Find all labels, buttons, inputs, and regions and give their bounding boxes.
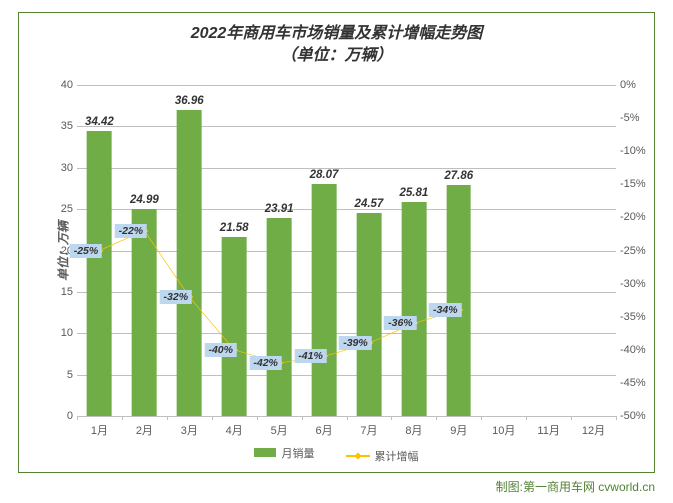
- bar-value-label: 28.07: [310, 169, 339, 184]
- bar: 34.42: [87, 131, 112, 416]
- bar: 23.91: [267, 218, 292, 416]
- chart-title: 2022年商用车市场销量及累计增幅走势图 （单位：万辆）: [19, 13, 654, 68]
- y1-tick-label: 30: [61, 162, 77, 174]
- bar-value-label: 21.58: [220, 222, 249, 237]
- y2-tick-label: -40%: [616, 344, 646, 356]
- x-tick: [122, 416, 123, 420]
- grid-line: [77, 251, 616, 252]
- bar: 27.86: [446, 185, 471, 416]
- grid-line: [77, 126, 616, 127]
- y2-tick-label: -15%: [616, 178, 646, 190]
- line-value-label: -32%: [160, 290, 193, 304]
- bar-value-label: 27.86: [444, 170, 473, 185]
- y1-tick-label: 25: [61, 203, 77, 215]
- legend-label-bars: 月销量: [281, 445, 314, 461]
- x-tick: [257, 416, 258, 420]
- x-tick: [77, 416, 78, 420]
- x-tick-label: 1月: [91, 416, 108, 438]
- title-line-2: （单位：万辆）: [280, 47, 392, 64]
- grid-line: [77, 168, 616, 169]
- bar: 25.81: [402, 202, 427, 416]
- legend-item-bars: 月销量: [254, 445, 314, 461]
- grid-line: [77, 209, 616, 210]
- line-value-label: -40%: [204, 343, 237, 357]
- y2-tick-label: -20%: [616, 211, 646, 223]
- bar: 24.57: [357, 213, 382, 416]
- line-value-label: -41%: [294, 349, 327, 363]
- x-tick-label: 3月: [181, 416, 198, 438]
- legend-swatch-bar: [254, 448, 276, 457]
- legend-item-line: 累计增幅: [346, 448, 419, 464]
- x-tick-label: 4月: [226, 416, 243, 438]
- bar-value-label: 34.42: [85, 116, 114, 131]
- x-tick: [616, 416, 617, 420]
- y1-tick-label: 5: [67, 369, 77, 381]
- x-tick-label: 7月: [360, 416, 377, 438]
- bar: 36.96: [177, 110, 202, 416]
- y2-tick-label: -45%: [616, 377, 646, 389]
- title-line-1: 2022年商用车市场销量及累计增幅走势图: [191, 25, 483, 42]
- x-tick-label: 8月: [405, 416, 422, 438]
- y2-tick-label: -30%: [616, 278, 646, 290]
- plot-area: 单位：万辆 0510152025303540-50%-45%-40%-35%-3…: [77, 85, 616, 416]
- bar: 28.07: [312, 184, 337, 416]
- bar-value-label: 25.81: [399, 187, 428, 202]
- y2-tick-label: -50%: [616, 410, 646, 422]
- bar-value-label: 24.99: [130, 194, 159, 209]
- x-tick: [526, 416, 527, 420]
- line-value-label: -34%: [429, 303, 462, 317]
- x-tick-label: 12月: [582, 416, 605, 438]
- x-tick: [167, 416, 168, 420]
- x-tick-label: 2月: [136, 416, 153, 438]
- y1-tick-label: 10: [61, 327, 77, 339]
- grid-line: [77, 292, 616, 293]
- y2-tick-label: 0%: [616, 79, 636, 91]
- y2-tick-label: -10%: [616, 145, 646, 157]
- credit-text: 制图:第一商用车网 cvworld.cn: [496, 478, 655, 495]
- legend: 月销量 累计增幅: [19, 445, 654, 465]
- legend-label-line: 累计增幅: [375, 448, 419, 464]
- bar: 21.58: [222, 237, 247, 416]
- x-tick: [347, 416, 348, 420]
- line-value-label: -22%: [115, 224, 148, 238]
- x-tick: [391, 416, 392, 420]
- x-tick-label: 10月: [492, 416, 515, 438]
- y1-tick-label: 35: [61, 120, 77, 132]
- x-tick-label: 11月: [537, 416, 559, 438]
- y2-tick-label: -35%: [616, 311, 646, 323]
- x-tick: [302, 416, 303, 420]
- grid-line: [77, 375, 616, 376]
- bar-value-label: 24.57: [355, 198, 384, 213]
- y2-tick-label: -5%: [616, 112, 640, 124]
- chart-container: 2022年商用车市场销量及累计增幅走势图 （单位：万辆） 单位：万辆 05101…: [0, 0, 673, 503]
- x-tick-label: 9月: [450, 416, 467, 438]
- x-tick: [436, 416, 437, 420]
- grid-line: [77, 85, 616, 86]
- line-value-label: -39%: [339, 336, 372, 350]
- x-tick-label: 5月: [271, 416, 288, 438]
- chart-border: 2022年商用车市场销量及累计增幅走势图 （单位：万辆） 单位：万辆 05101…: [18, 12, 655, 473]
- line-value-label: -25%: [70, 244, 103, 258]
- legend-swatch-line: [346, 455, 370, 457]
- x-tick: [481, 416, 482, 420]
- line-value-label: -36%: [384, 316, 417, 330]
- x-tick: [571, 416, 572, 420]
- bar-value-label: 23.91: [265, 203, 294, 218]
- y1-tick-label: 40: [61, 79, 77, 91]
- x-tick-label: 6月: [315, 416, 332, 438]
- line-value-label: -42%: [249, 356, 282, 370]
- y2-tick-label: -25%: [616, 245, 646, 257]
- bar: 24.99: [132, 209, 157, 416]
- grid-line: [77, 333, 616, 334]
- x-tick: [212, 416, 213, 420]
- bar-value-label: 36.96: [175, 95, 204, 110]
- y1-tick-label: 0: [67, 410, 77, 422]
- y1-tick-label: 15: [61, 286, 77, 298]
